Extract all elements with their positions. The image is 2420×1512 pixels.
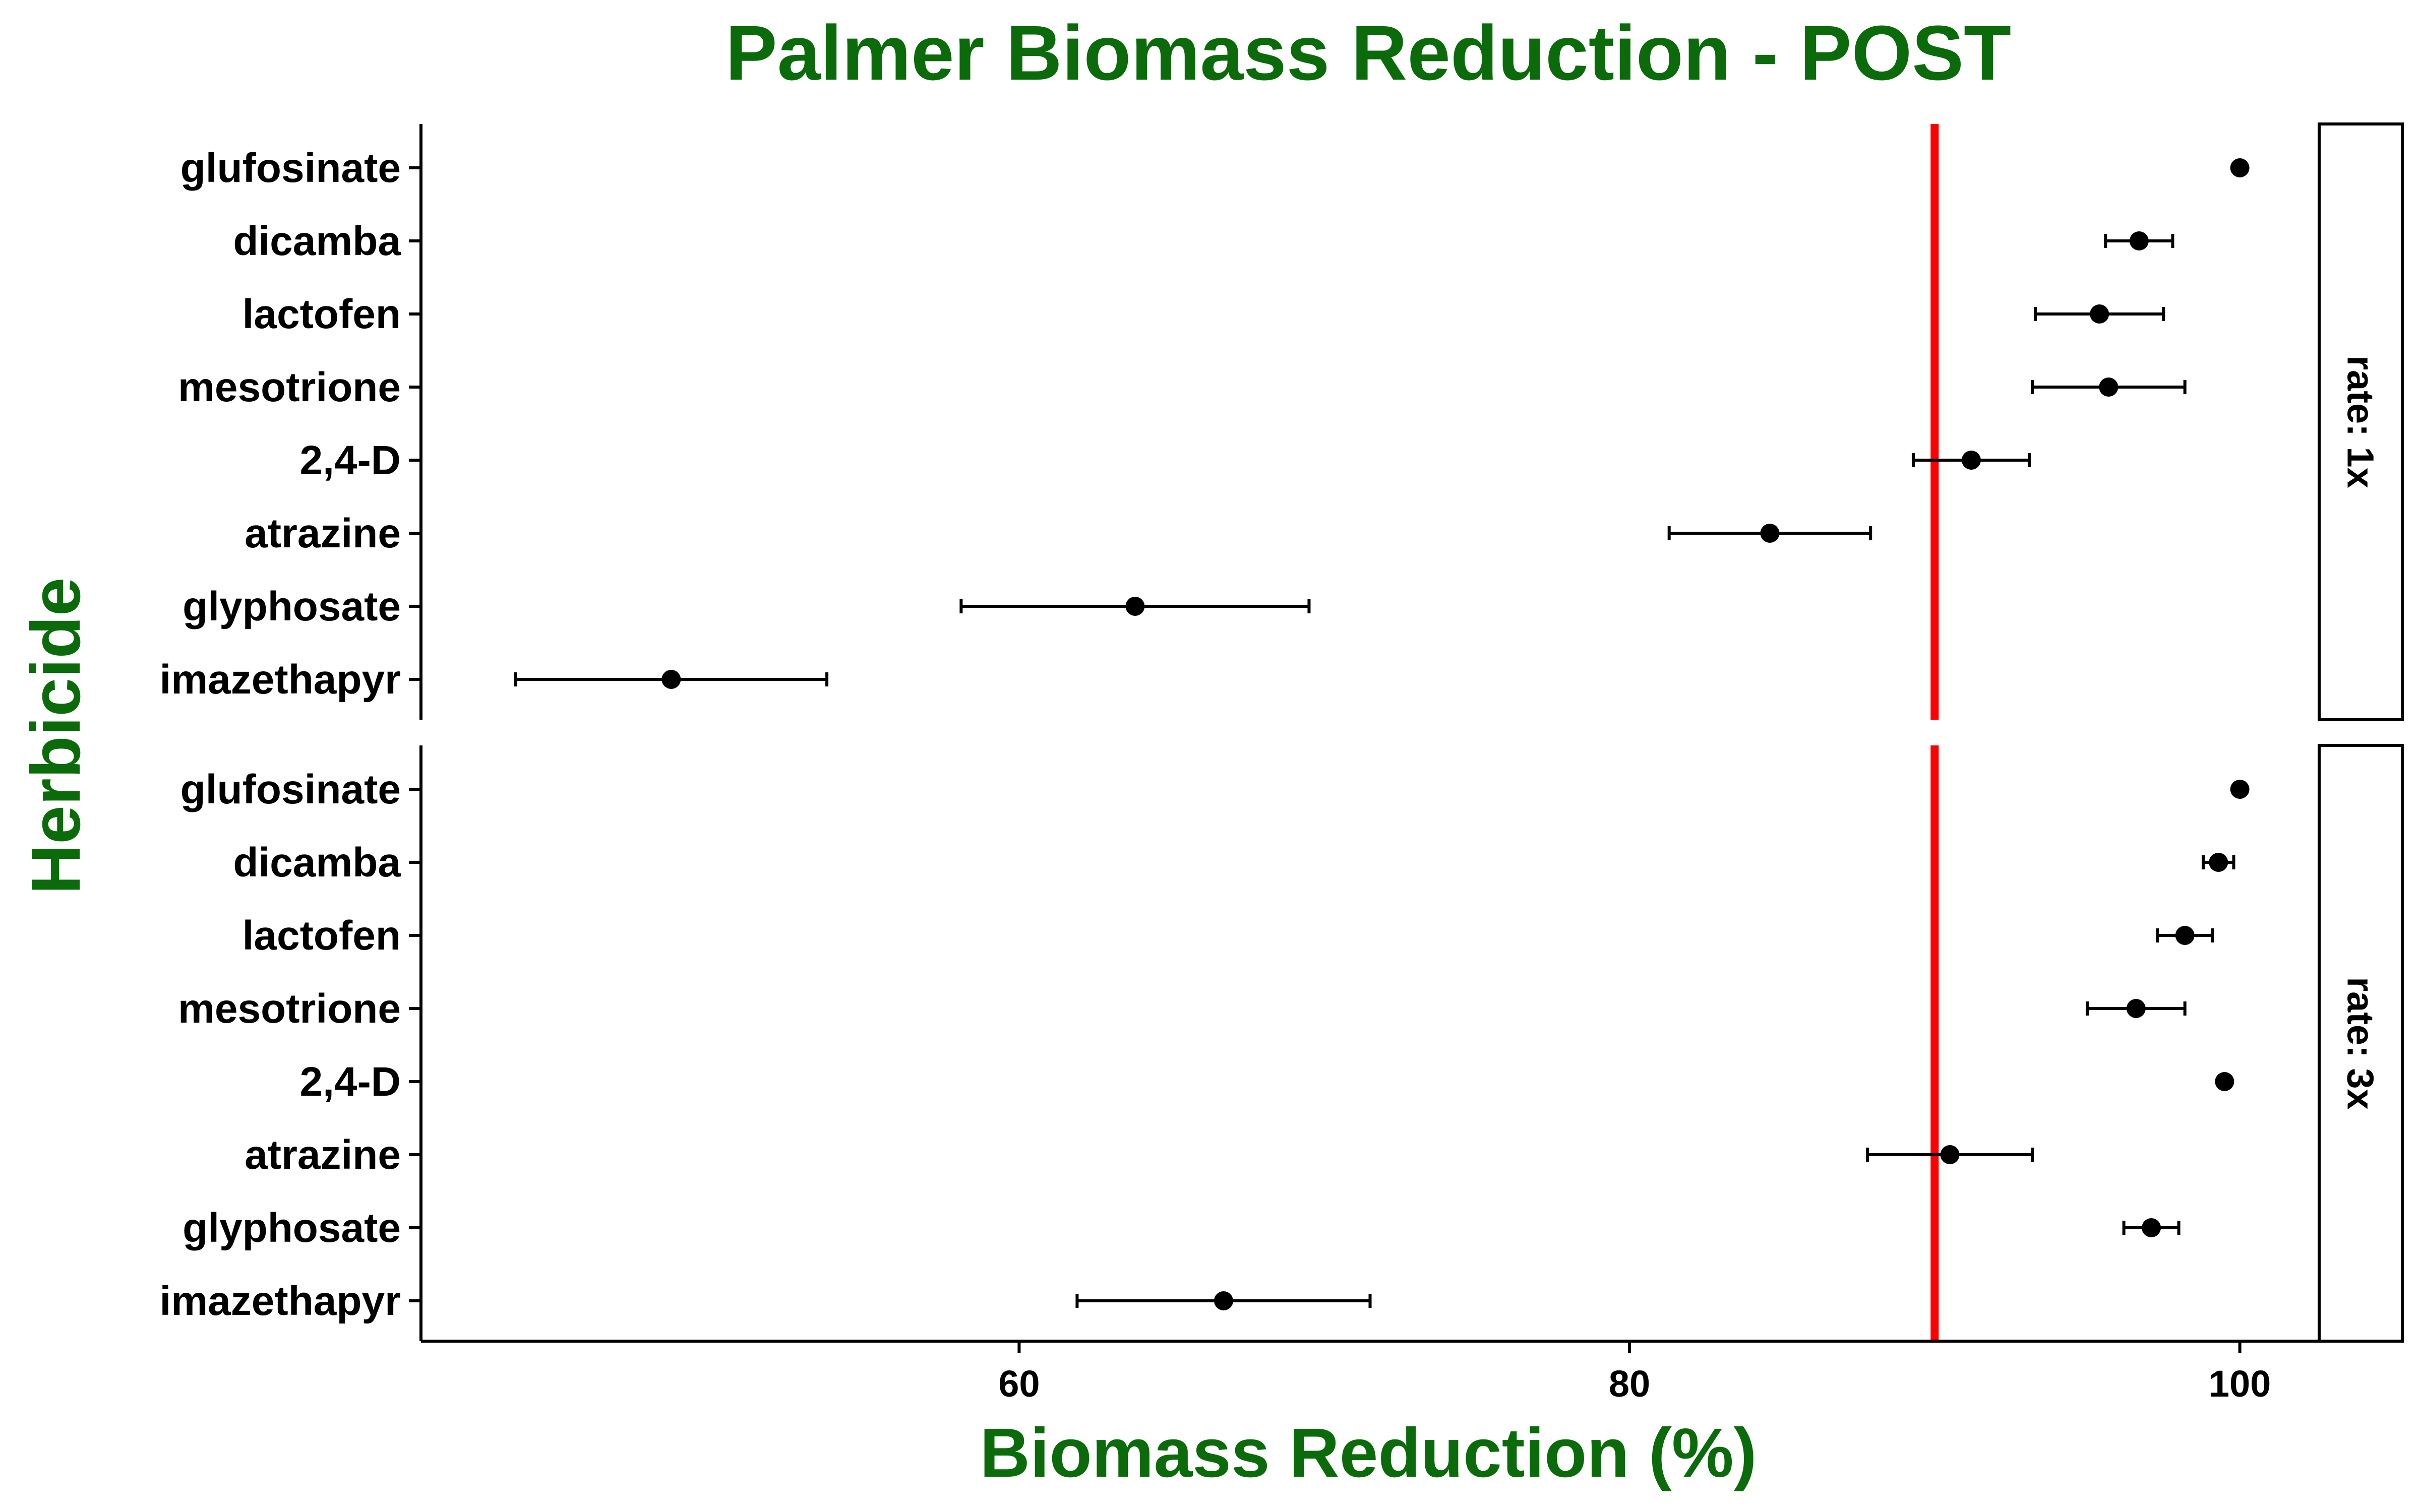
- data-point: [1214, 1291, 1233, 1310]
- data-point: [1961, 451, 1981, 470]
- y-tick-label: dicamba: [233, 840, 401, 886]
- data-point: [2230, 780, 2250, 799]
- y-tick-label: 2,4-D: [299, 437, 401, 483]
- facet-strip: [2318, 122, 2404, 721]
- data-point: [1125, 597, 1145, 616]
- y-tick-label: imazethapyr: [159, 657, 401, 703]
- data-point: [661, 670, 681, 689]
- chart-title: Palmer Biomass Reduction - POST: [725, 10, 2011, 96]
- data-point: [1760, 524, 1780, 543]
- x-tick-label: 80: [1609, 1363, 1650, 1405]
- y-tick-label: glyphosate: [183, 1205, 401, 1251]
- data-point: [2099, 377, 2119, 397]
- data-point: [2215, 1072, 2234, 1091]
- y-tick-label: dicamba: [233, 218, 401, 264]
- y-tick-label: atrazine: [245, 511, 401, 556]
- data-point: [1940, 1145, 1960, 1164]
- facet-label-rate-3x: rate: 3x: [2340, 977, 2382, 1109]
- data-point: [2129, 231, 2149, 250]
- y-tick-label: mesotrione: [178, 986, 401, 1032]
- y-tick-label: mesotrione: [178, 364, 401, 410]
- data-point: [2209, 853, 2228, 872]
- data-point: [2090, 304, 2109, 324]
- x-tick-label: 60: [998, 1363, 1040, 1405]
- y-tick-label: imazethapyr: [159, 1278, 401, 1324]
- y-tick-label: glufosinate: [180, 145, 401, 191]
- facet-strip: [2318, 744, 2404, 1343]
- y-tick-label: lactofen: [243, 291, 401, 337]
- y-tick-label: glufosinate: [180, 767, 401, 812]
- y-tick-label: 2,4-D: [299, 1059, 401, 1105]
- data-point: [2126, 999, 2146, 1018]
- y-tick-label: atrazine: [245, 1132, 401, 1178]
- facet-label-rate-1x: rate: 1x: [2340, 355, 2382, 488]
- x-axis-title: Biomass Reduction (%): [980, 1414, 1757, 1492]
- y-tick-label: glyphosate: [183, 584, 401, 629]
- plot-area: glufosinate dicamba lactofen mesotrione 2,4-…: [159, 122, 2404, 1405]
- data-point: [2230, 158, 2250, 177]
- y-axis-title: Herbicide: [17, 578, 95, 895]
- data-point: [2175, 926, 2195, 945]
- x-tick-label: 100: [2209, 1363, 2271, 1405]
- y-tick-label: lactofen: [243, 913, 401, 959]
- data-point: [2142, 1218, 2161, 1237]
